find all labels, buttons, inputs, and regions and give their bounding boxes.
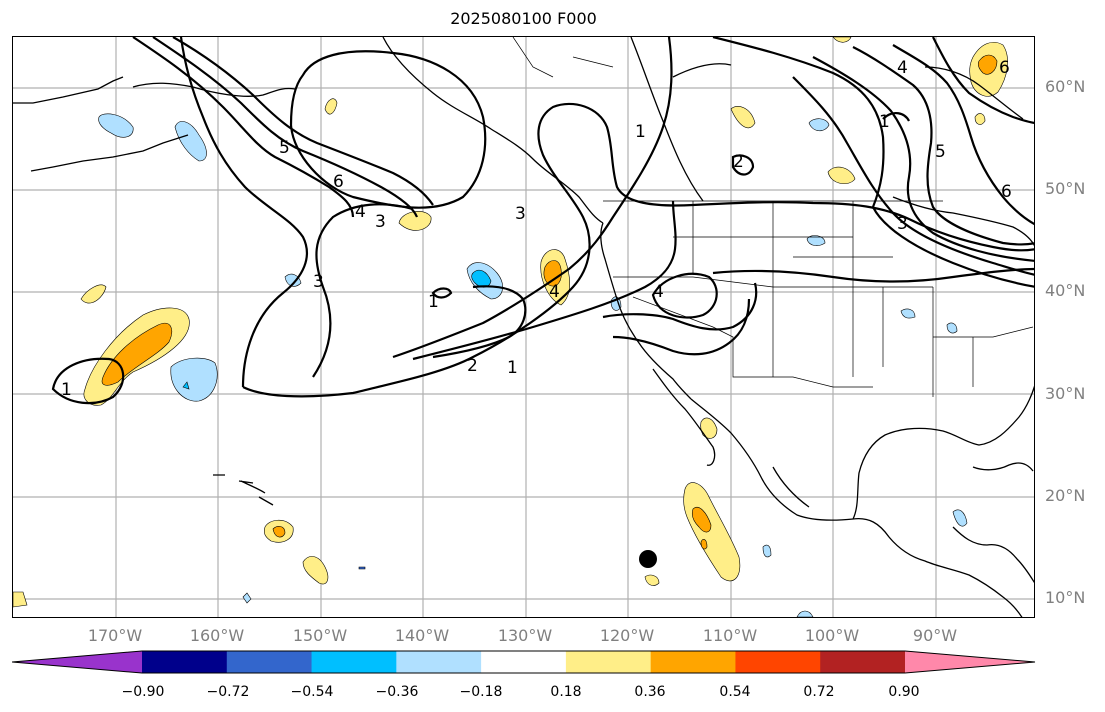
colorbar-segment <box>481 651 567 673</box>
contour-label: 4 <box>355 202 366 222</box>
colorbar <box>12 650 1036 674</box>
colorbar-extend-low <box>12 651 142 673</box>
colorbar-outline <box>12 650 1036 674</box>
contour-label: 1 <box>879 112 890 132</box>
political-borders <box>512 37 1034 397</box>
lon-label-160w: 160°W <box>189 626 245 645</box>
lon-label-120w: 120°W <box>599 626 655 645</box>
contour-label: 5 <box>279 138 290 158</box>
contour-label: 6 <box>999 58 1010 78</box>
map-title: 2025080100 F000 <box>450 9 597 28</box>
colorbar-tick-label: 0.90 <box>888 684 920 700</box>
colorbar-segment <box>565 651 652 673</box>
colorbar-segment <box>142 651 228 673</box>
lat-label-50n: 50°N <box>1045 179 1086 198</box>
contour-label: 2 <box>467 356 478 376</box>
colorbar-segment <box>311 651 397 673</box>
map-panel: 1 2 1 3 3 3 4 5 6 1 1 2 4 4 1 5 6 3 4 6 <box>12 36 1035 618</box>
colorbar-segment <box>650 651 736 673</box>
contour-label: 3 <box>515 204 526 224</box>
contour-lines <box>51 37 1034 405</box>
colorbar-tick-label: 0.36 <box>634 684 666 700</box>
lat-label-30n: 30°N <box>1045 384 1086 403</box>
contour-labels: 1 2 1 3 3 3 4 5 6 1 1 2 4 4 1 5 6 3 4 6 <box>61 58 1012 400</box>
contour-label: 1 <box>635 122 646 142</box>
lon-label-90w: 90°W <box>912 626 958 645</box>
colorbar-segment <box>396 651 482 673</box>
colorbar-segment <box>226 651 313 673</box>
lon-label-100w: 100°W <box>804 626 860 645</box>
lat-label-20n: 20°N <box>1045 486 1086 505</box>
negative-anomaly-shading <box>98 113 968 617</box>
colorbar-tick-label: 0.72 <box>803 684 835 700</box>
lat-label-40n: 40°N <box>1045 281 1086 300</box>
lon-label-150w: 150°W <box>292 626 348 645</box>
colorbar-segment <box>735 651 821 673</box>
colorbar-tick-label: −0.90 <box>121 684 165 700</box>
contour-label: 3 <box>375 212 386 232</box>
contour-label: 6 <box>1001 182 1012 202</box>
colorbar-tick-label: 0.18 <box>550 684 582 700</box>
contour-label: 2 <box>733 152 744 172</box>
lon-label-130w: 130°W <box>497 626 553 645</box>
lat-label-10n: 10°N <box>1045 588 1086 607</box>
lon-label-110w: 110°W <box>702 626 758 645</box>
contour-label: 4 <box>897 58 908 78</box>
contour-label: 1 <box>507 358 518 378</box>
contour-label: 3 <box>313 272 324 292</box>
colorbar-tick-label: −0.36 <box>375 684 419 700</box>
lon-label-170w: 170°W <box>87 626 143 645</box>
contour-label: 1 <box>428 292 439 312</box>
map-canvas: 1 2 1 3 3 3 4 5 6 1 1 2 4 4 1 5 6 3 4 6 <box>13 37 1034 617</box>
contour-label: 4 <box>549 282 560 302</box>
colorbar-tick-label: −0.54 <box>290 684 334 700</box>
contour-label: 1 <box>61 380 72 400</box>
black-dot-marker <box>639 550 657 568</box>
lon-label-140w: 140°W <box>394 626 450 645</box>
colorbar-tick-label: 0.54 <box>719 684 751 700</box>
colorbar-segment <box>820 651 906 673</box>
positive-anomaly-shading <box>13 37 1008 608</box>
lat-label-60n: 60°N <box>1045 77 1086 96</box>
colorbar-extend-high <box>905 651 1035 673</box>
contour-label: 6 <box>333 172 344 192</box>
contour-label: 3 <box>897 214 908 234</box>
colorbar-tick-label: −0.18 <box>459 684 503 700</box>
contour-label: 4 <box>653 282 664 302</box>
coastlines <box>13 37 1034 617</box>
colorbar-tick-label: −0.72 <box>206 684 250 700</box>
contour-label: 5 <box>935 142 946 162</box>
